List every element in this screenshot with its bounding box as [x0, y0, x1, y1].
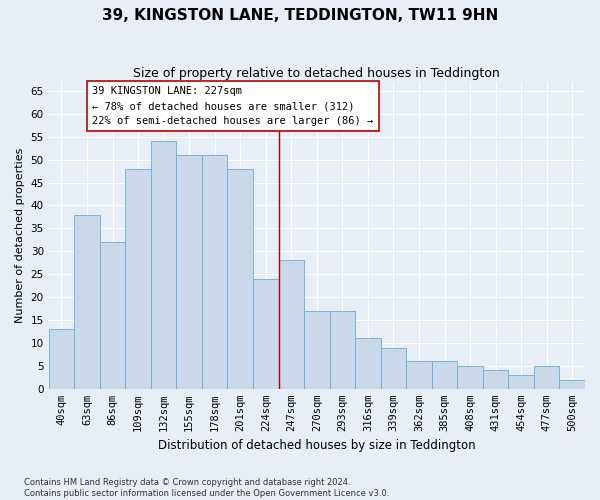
Bar	[278, 260, 304, 389]
Bar	[380, 348, 406, 389]
Bar	[74, 214, 100, 389]
Bar	[457, 366, 483, 389]
Bar	[406, 362, 432, 389]
Bar	[151, 142, 176, 389]
Bar	[227, 169, 253, 389]
Bar	[508, 375, 534, 389]
Title: Size of property relative to detached houses in Teddington: Size of property relative to detached ho…	[133, 68, 500, 80]
Bar	[304, 311, 329, 389]
Bar	[432, 362, 457, 389]
Bar	[329, 311, 355, 389]
Bar	[483, 370, 508, 389]
Bar	[253, 279, 278, 389]
X-axis label: Distribution of detached houses by size in Teddington: Distribution of detached houses by size …	[158, 440, 476, 452]
Bar	[202, 155, 227, 389]
Bar	[125, 169, 151, 389]
Text: Contains HM Land Registry data © Crown copyright and database right 2024.
Contai: Contains HM Land Registry data © Crown c…	[24, 478, 389, 498]
Bar	[534, 366, 559, 389]
Bar	[49, 329, 74, 389]
Bar	[176, 155, 202, 389]
Text: 39 KINGSTON LANE: 227sqm
← 78% of detached houses are smaller (312)
22% of semi-: 39 KINGSTON LANE: 227sqm ← 78% of detach…	[92, 86, 373, 126]
Bar	[100, 242, 125, 389]
Bar	[559, 380, 585, 389]
Bar	[355, 338, 380, 389]
Y-axis label: Number of detached properties: Number of detached properties	[15, 148, 25, 323]
Text: 39, KINGSTON LANE, TEDDINGTON, TW11 9HN: 39, KINGSTON LANE, TEDDINGTON, TW11 9HN	[102, 8, 498, 22]
